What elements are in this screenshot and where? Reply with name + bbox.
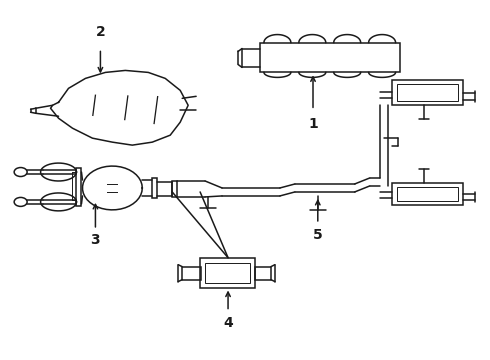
Bar	[152, 178, 157, 198]
Text: 5: 5	[313, 228, 323, 242]
Text: 1: 1	[308, 117, 318, 131]
Bar	[205, 263, 250, 283]
Bar	[255, 267, 271, 280]
Bar	[392, 80, 464, 105]
Bar	[396, 84, 458, 101]
Bar	[182, 267, 201, 280]
Text: 3: 3	[91, 233, 100, 247]
Text: 2: 2	[96, 24, 105, 39]
Bar	[76, 168, 81, 206]
Bar	[260, 42, 399, 72]
Text: 4: 4	[223, 316, 233, 330]
Bar	[200, 258, 255, 288]
Bar	[172, 181, 177, 197]
Bar	[396, 187, 458, 201]
Bar	[392, 183, 464, 205]
